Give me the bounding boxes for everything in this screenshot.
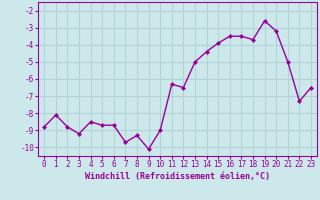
X-axis label: Windchill (Refroidissement éolien,°C): Windchill (Refroidissement éolien,°C) (85, 172, 270, 181)
